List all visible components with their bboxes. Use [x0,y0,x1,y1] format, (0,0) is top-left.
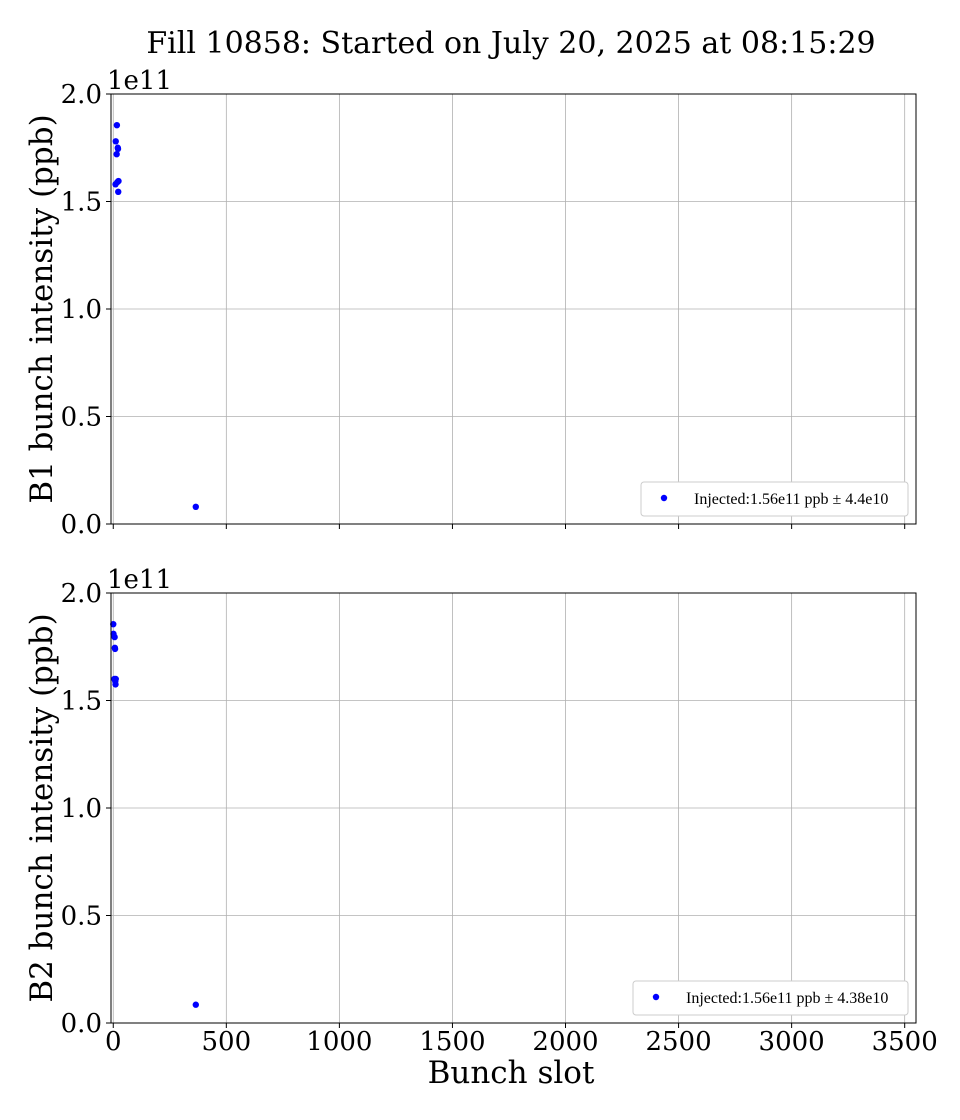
b1-legend-box [640,481,909,517]
b2-y-tick-label: 2.0 [61,579,102,609]
b1-data-points [112,121,199,510]
b1-y-tick-label: 1.0 [61,295,102,325]
b2-data-point [110,620,117,628]
b2-y-tick-label: 0.0 [61,1009,102,1039]
b1-data-point [113,121,121,129]
b2-legend-box [632,980,909,1016]
b2-legend-marker [652,993,660,1001]
b2-x-tick-label: 1500 [419,1027,485,1057]
b2-data-point [112,681,119,688]
b1-data-point [113,151,120,158]
b2-y-axis-label: B2 bunch intensity (ppb) [24,613,60,1002]
b2-offset-text: 1e11 [107,565,172,595]
b2-y-tick-label: 1.0 [61,794,102,824]
b2-x-tick-label: 3500 [872,1027,938,1057]
b2-legend: Injected:1.56e11 ppb ± 4.38e10 [632,980,909,1016]
b1-data-point [114,145,122,153]
b1-y-tick-label: 1.5 [61,188,102,218]
b2-y-tick-label: 1.5 [61,687,102,717]
b1-intensity-plot: 0.0 0.5 1.0 1.5 2.0 1e11 B1 bunch intensity … [24,66,917,540]
b2-x-tick-label: 500 [202,1027,252,1057]
b2-data-point [112,675,119,683]
b2-data-point [111,645,119,653]
b1-y-tick-label: 0.0 [61,510,102,540]
b2-data-points [110,620,199,1008]
b2-axis-ticks: 0 500 1000 1500 2000 2500 3000 3500 0.0 0.5 1.0 1.5… [61,579,938,1057]
b1-y-tick-label: 2.0 [61,80,102,110]
x-axis-label: Bunch slot [428,1055,595,1091]
b1-legend-marker [660,494,668,502]
figure-title: Fill 10858: Started on July 20, 2025 at … [146,26,875,61]
b2-data-point [111,633,118,641]
b2-y-tick-label: 0.5 [61,902,102,932]
b2-x-tick-label: 2500 [645,1027,711,1057]
b2-x-tick-label: 1000 [306,1027,372,1057]
b2-legend-label: Injected:1.56e11 ppb ± 4.38e10 [686,990,888,1007]
b1-offset-text: 1e11 [107,66,172,96]
b2-x-tick-label: 0 [105,1027,122,1057]
b1-data-point [192,503,199,510]
b1-data-point [115,188,122,196]
b1-data-point [112,138,119,145]
b1-axis-ticks: 0.0 0.5 1.0 1.5 2.0 [61,80,906,540]
b1-data-point [115,177,122,185]
b1-legend: Injected:1.56e11 ppb ± 4.4e10 [640,481,909,517]
b2-intensity-plot: 0 500 1000 1500 2000 2500 3000 3500 0.0 0.5 1.0 1.5… [24,565,938,1057]
b2-x-tick-label: 3000 [759,1027,825,1057]
b2-data-point [192,1001,199,1008]
b1-y-tick-label: 0.5 [61,403,102,433]
b1-legend-label: Injected:1.56e11 ppb ± 4.4e10 [694,491,888,508]
b1-y-axis-label: B1 bunch intensity (ppb) [24,114,60,503]
b2-x-tick-label: 2000 [532,1027,598,1057]
